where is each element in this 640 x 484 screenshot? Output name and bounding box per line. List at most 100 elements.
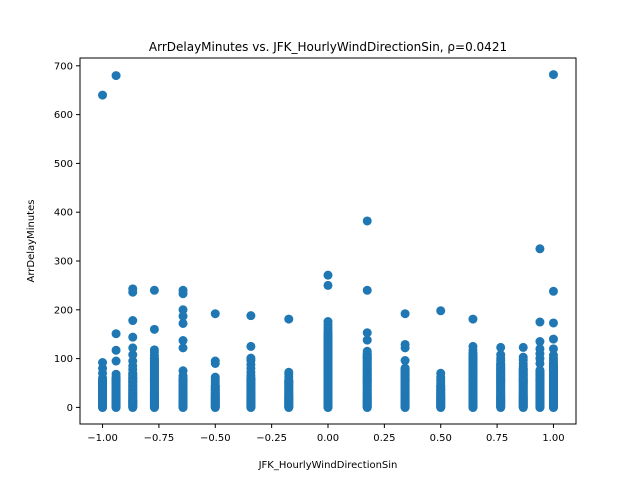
data-point	[535, 244, 545, 254]
y-tick-label: 200	[54, 305, 73, 316]
x-tick-label: −0.50	[200, 433, 231, 444]
data-point	[178, 311, 188, 321]
data-point	[246, 341, 256, 351]
data-point	[323, 280, 333, 290]
data-point	[436, 368, 446, 378]
data-point	[362, 346, 372, 356]
data-point	[178, 343, 188, 353]
data-point	[548, 334, 558, 344]
data-point	[128, 343, 138, 353]
x-tick-label: −1.00	[87, 433, 118, 444]
data-point	[284, 314, 294, 324]
data-points	[98, 70, 558, 412]
data-point	[535, 337, 545, 347]
x-tick-label: 0.50	[430, 433, 452, 444]
data-point	[128, 284, 138, 294]
data-point	[535, 317, 545, 327]
data-point	[400, 339, 410, 349]
data-point	[128, 356, 138, 366]
point-column	[362, 216, 372, 412]
data-point	[468, 341, 478, 351]
data-point	[111, 329, 121, 339]
point-column	[178, 285, 188, 412]
data-point	[111, 345, 121, 355]
data-point	[548, 350, 558, 360]
data-point	[111, 71, 121, 81]
data-point	[210, 356, 220, 366]
data-point	[246, 353, 256, 363]
point-column	[535, 244, 545, 412]
x-axis-label: JFK_HourlyWindDirectionSin	[258, 460, 398, 471]
point-column	[548, 70, 558, 412]
y-tick-label: 500	[54, 159, 73, 170]
chart-title: ArrDelayMinutes vs. JFK_HourlyWindDirect…	[149, 40, 507, 54]
x-tick-label: −0.25	[256, 433, 287, 444]
y-tick-label: 0	[67, 403, 73, 414]
data-point	[548, 318, 558, 328]
point-column	[149, 285, 159, 412]
point-column	[468, 314, 478, 412]
data-point	[548, 286, 558, 296]
data-point	[496, 350, 506, 360]
data-point	[362, 285, 372, 295]
data-point	[400, 356, 410, 366]
y-tick-label: 400	[54, 208, 73, 219]
data-point	[400, 363, 410, 373]
data-point	[128, 316, 138, 326]
data-point	[246, 311, 256, 321]
data-point	[98, 90, 108, 100]
data-point	[362, 328, 372, 338]
data-point	[178, 305, 188, 315]
data-point	[178, 336, 188, 346]
point-column	[323, 270, 333, 412]
data-point	[284, 367, 294, 377]
y-axis-ticks: 0 100 200 300 400 500 600 700	[54, 61, 80, 414]
y-tick-label: 700	[54, 61, 73, 72]
data-point	[535, 365, 545, 375]
point-column	[128, 284, 138, 412]
data-point	[128, 350, 138, 360]
point-column	[111, 71, 121, 412]
x-tick-label: 0.25	[373, 433, 395, 444]
point-column	[496, 342, 506, 412]
data-point	[548, 344, 558, 354]
x-tick-label: 1.00	[542, 433, 564, 444]
point-column	[400, 309, 410, 412]
point-column	[284, 314, 294, 412]
y-axis-label: ArrDelayMinutes	[26, 200, 37, 283]
data-point	[548, 70, 558, 80]
data-point	[323, 270, 333, 280]
y-tick-label: 100	[54, 354, 73, 365]
point-column	[98, 90, 108, 412]
data-point	[111, 369, 121, 379]
x-tick-label: 0.00	[317, 433, 339, 444]
data-point	[362, 216, 372, 226]
data-point	[468, 314, 478, 324]
data-point	[400, 309, 410, 319]
x-tick-label: −0.75	[144, 433, 175, 444]
x-axis-ticks: −1.00 −0.75 −0.50 −0.25 0.00 0.25 0.50 0.75 1.00	[87, 424, 565, 444]
data-point	[111, 356, 121, 366]
data-point	[178, 285, 188, 295]
data-point	[128, 332, 138, 342]
data-point	[535, 344, 545, 354]
data-point	[98, 358, 108, 368]
data-point	[149, 345, 159, 355]
point-column	[210, 309, 220, 412]
data-point	[149, 285, 159, 295]
y-tick-label: 300	[54, 257, 73, 268]
point-column	[518, 342, 528, 412]
point-column	[436, 306, 446, 412]
data-point	[178, 318, 188, 328]
data-point	[210, 309, 220, 319]
point-column	[246, 311, 256, 412]
data-point	[518, 352, 528, 362]
data-point	[210, 372, 220, 382]
data-point	[323, 317, 333, 327]
y-tick-label: 600	[54, 110, 73, 121]
data-point	[178, 366, 188, 376]
data-point	[518, 342, 528, 352]
data-point	[149, 324, 159, 334]
